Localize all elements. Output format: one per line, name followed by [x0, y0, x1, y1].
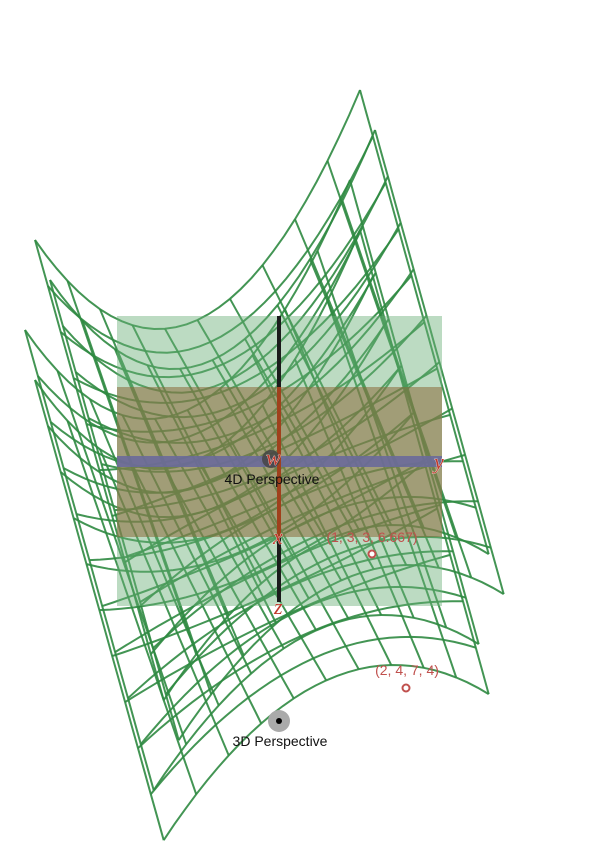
point-4d[interactable]	[262, 450, 280, 468]
mesh-line	[359, 89, 490, 555]
point-label: (2, 4, 7, 4)	[375, 662, 439, 678]
mesh-line	[89, 398, 220, 706]
mesh-line	[34, 239, 165, 701]
w-axis-label: w	[266, 445, 281, 470]
mesh-line	[374, 129, 505, 595]
point-3d-center	[276, 718, 282, 724]
y-axis-label: y	[432, 449, 444, 474]
perspective-3d-label: 3D Perspective	[233, 733, 328, 749]
mesh-line	[34, 379, 165, 841]
z-axis-label: z	[273, 594, 283, 619]
perspective-4d-label: 4D Perspective	[225, 471, 320, 487]
mesh-line	[56, 370, 188, 745]
x-axis-label: x	[272, 524, 283, 549]
mesh-line	[24, 329, 155, 791]
mesh-line	[66, 420, 198, 795]
point-label: (1, 3, 3, 6.667)	[326, 529, 417, 545]
point[interactable]	[367, 549, 377, 559]
mesh-line	[49, 279, 180, 741]
point[interactable]	[401, 683, 411, 693]
